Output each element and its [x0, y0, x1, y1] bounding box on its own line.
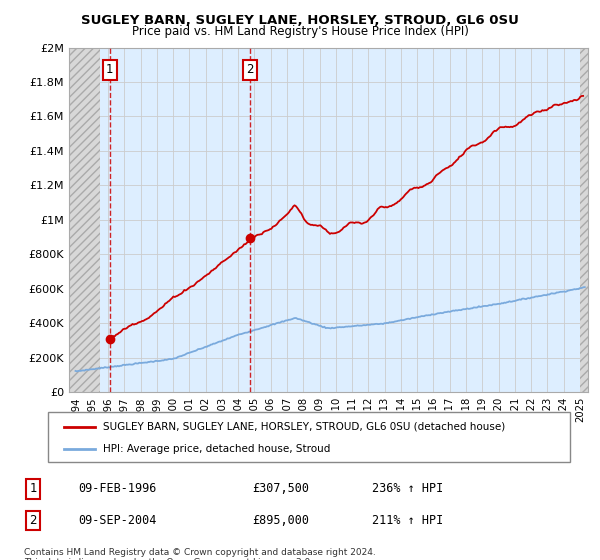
Text: 09-SEP-2004: 09-SEP-2004	[78, 514, 157, 527]
Text: 2: 2	[246, 63, 253, 77]
Text: HPI: Average price, detached house, Stroud: HPI: Average price, detached house, Stro…	[103, 445, 330, 454]
Text: 09-FEB-1996: 09-FEB-1996	[78, 482, 157, 495]
Text: 2: 2	[29, 514, 37, 527]
Text: 1: 1	[29, 482, 37, 495]
Text: SUGLEY BARN, SUGLEY LANE, HORSLEY, STROUD, GL6 0SU: SUGLEY BARN, SUGLEY LANE, HORSLEY, STROU…	[81, 14, 519, 27]
Text: SUGLEY BARN, SUGLEY LANE, HORSLEY, STROUD, GL6 0SU (detached house): SUGLEY BARN, SUGLEY LANE, HORSLEY, STROU…	[103, 422, 505, 432]
Bar	[69, 48, 100, 392]
Text: £307,500: £307,500	[252, 482, 309, 495]
Text: Contains HM Land Registry data © Crown copyright and database right 2024.
This d: Contains HM Land Registry data © Crown c…	[24, 548, 376, 560]
Text: Price paid vs. HM Land Registry's House Price Index (HPI): Price paid vs. HM Land Registry's House …	[131, 25, 469, 38]
Text: 236% ↑ HPI: 236% ↑ HPI	[372, 482, 443, 495]
FancyBboxPatch shape	[48, 412, 570, 462]
Bar	[580, 48, 588, 392]
Text: 1: 1	[106, 63, 113, 77]
Text: 211% ↑ HPI: 211% ↑ HPI	[372, 514, 443, 527]
Text: £895,000: £895,000	[252, 514, 309, 527]
